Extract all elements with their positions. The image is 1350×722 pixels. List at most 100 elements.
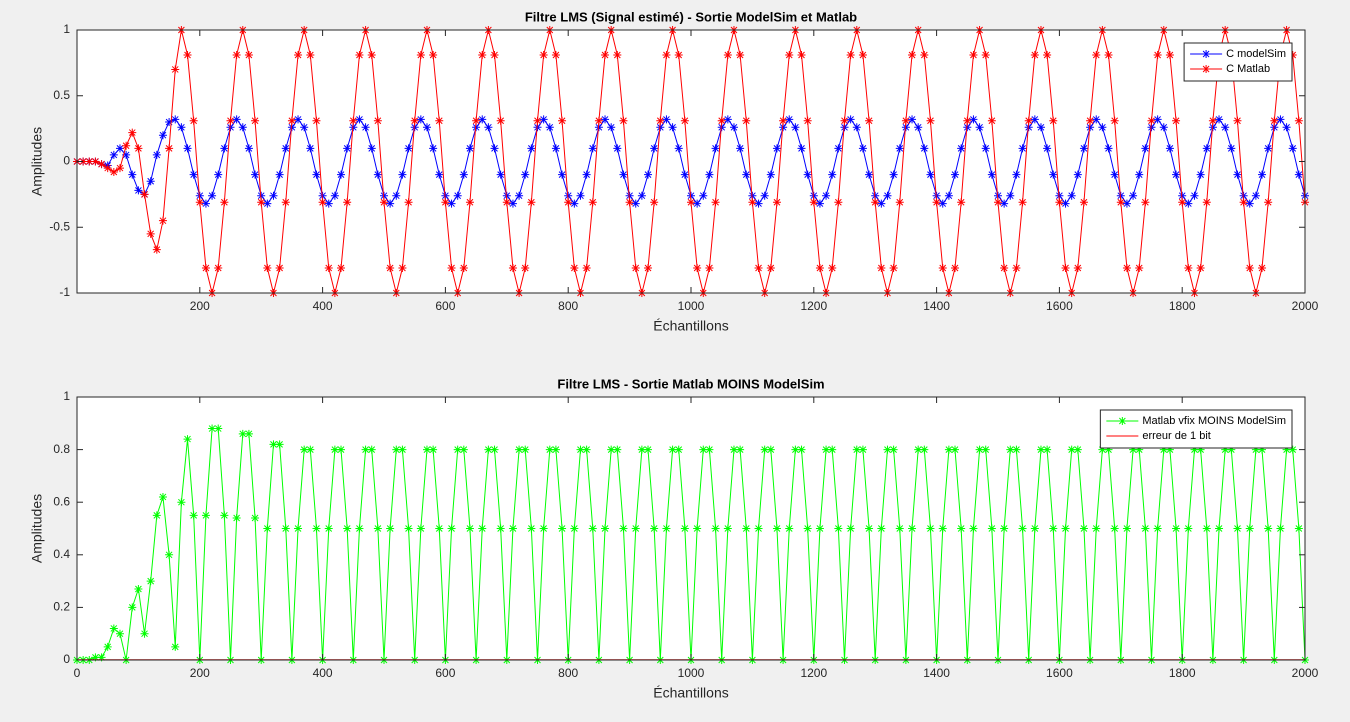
marker	[91, 653, 100, 662]
marker	[490, 144, 499, 153]
marker	[785, 115, 794, 124]
marker	[337, 170, 346, 179]
marker	[140, 629, 149, 638]
marker	[1043, 144, 1052, 153]
marker	[201, 264, 210, 273]
marker	[644, 264, 653, 273]
marker	[969, 524, 978, 533]
marker	[1079, 524, 1088, 533]
marker	[797, 445, 806, 454]
x-tick-label: 200	[190, 666, 210, 680]
marker	[576, 191, 585, 200]
marker	[1282, 445, 1291, 454]
marker	[115, 164, 124, 173]
y-tick-label: 1	[63, 389, 70, 403]
marker	[1104, 50, 1113, 59]
marker	[1098, 123, 1107, 132]
marker	[705, 264, 714, 273]
marker	[1258, 264, 1267, 273]
marker	[465, 198, 474, 207]
marker	[932, 198, 941, 207]
x-tick-label: 1800	[1169, 666, 1196, 680]
marker	[373, 170, 382, 179]
legend-label: C modelSim	[1226, 48, 1286, 60]
marker	[1270, 116, 1279, 125]
marker	[889, 445, 898, 454]
marker	[1030, 115, 1039, 124]
marker	[625, 198, 634, 207]
marker	[97, 653, 106, 662]
marker	[355, 115, 364, 124]
marker	[920, 144, 929, 153]
marker	[177, 123, 186, 132]
marker	[251, 170, 260, 179]
marker	[158, 492, 167, 501]
marker	[1258, 445, 1267, 454]
marker	[1092, 50, 1101, 59]
marker	[901, 116, 910, 125]
marker	[214, 264, 223, 273]
y-tick-label: 1	[63, 22, 70, 36]
marker	[1000, 199, 1009, 208]
marker	[1129, 445, 1138, 454]
marker	[926, 116, 935, 125]
marker	[889, 264, 898, 273]
marker	[1061, 199, 1070, 208]
marker	[895, 144, 904, 153]
marker	[502, 198, 511, 207]
marker	[822, 191, 831, 200]
marker	[539, 115, 548, 124]
marker	[367, 50, 376, 59]
x-tick-label: 400	[313, 299, 333, 313]
marker	[1221, 445, 1230, 454]
marker	[465, 524, 474, 533]
marker	[1092, 524, 1101, 533]
marker	[1288, 144, 1297, 153]
marker	[220, 511, 229, 520]
marker	[232, 50, 241, 59]
marker	[637, 191, 646, 200]
marker	[1036, 445, 1045, 454]
marker	[926, 524, 935, 533]
marker	[705, 445, 714, 454]
marker	[766, 170, 775, 179]
marker	[251, 116, 260, 125]
marker	[1110, 116, 1119, 125]
marker	[699, 191, 708, 200]
marker	[158, 131, 167, 140]
marker	[760, 445, 769, 454]
marker	[815, 264, 824, 273]
marker	[834, 144, 843, 153]
marker	[693, 264, 702, 273]
marker	[373, 524, 382, 533]
marker	[367, 445, 376, 454]
marker	[152, 511, 161, 520]
marker	[1245, 524, 1254, 533]
marker	[269, 191, 278, 200]
marker	[244, 144, 253, 153]
legend-label: Matlab vfix MOINS ModelSim	[1142, 415, 1286, 427]
marker	[478, 50, 487, 59]
marker	[1165, 445, 1174, 454]
marker	[877, 199, 886, 208]
marker	[742, 524, 751, 533]
marker	[551, 445, 560, 454]
marker	[1258, 170, 1267, 179]
marker	[975, 445, 984, 454]
marker	[729, 123, 738, 132]
marker	[938, 524, 947, 533]
marker	[398, 170, 407, 179]
legend-marker	[1202, 50, 1211, 58]
marker	[951, 170, 960, 179]
marker	[208, 424, 217, 433]
marker	[920, 445, 929, 454]
marker	[404, 198, 413, 207]
y-tick-label: 0	[63, 154, 70, 168]
marker	[306, 445, 315, 454]
marker	[1110, 524, 1119, 533]
marker	[803, 116, 812, 125]
marker	[539, 50, 548, 59]
marker	[969, 50, 978, 59]
marker	[588, 144, 597, 153]
marker	[1061, 264, 1070, 273]
